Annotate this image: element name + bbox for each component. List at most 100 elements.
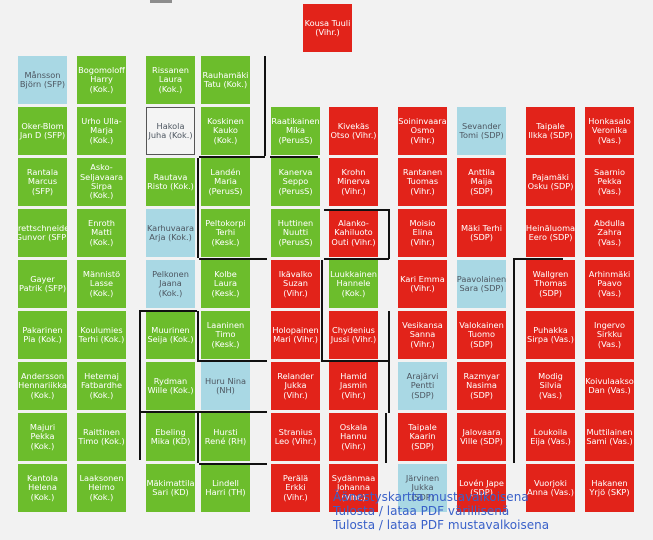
- seat-2-4[interactable]: Pelkonen Jaana (Kok.): [146, 260, 195, 308]
- seat-8-5[interactable]: Modig Silvia (Vas.): [526, 362, 575, 410]
- seat-6-1[interactable]: Rantanen Tuomas (Vihr.): [398, 158, 447, 206]
- seat-5-0[interactable]: Kivekäs Otso (Vihr.): [329, 107, 378, 155]
- seat-1-7[interactable]: Raittinen Timo (Kok.): [77, 413, 126, 461]
- seat-3-6[interactable]: Huru Nina (NH): [201, 362, 250, 410]
- seat-9-0[interactable]: Honkasalo Veronika (Vas.): [585, 107, 634, 155]
- seat-2-6[interactable]: Rydman Wille (Kok.): [146, 362, 195, 410]
- seat-9-1[interactable]: Saarnio Pekka (Vas.): [585, 158, 634, 206]
- group-divider: [139, 310, 197, 312]
- seat-chair[interactable]: Kousa Tuuli (Vihr.): [303, 4, 352, 52]
- seat-0-1[interactable]: Oker-Blom Jan D (SFP): [18, 107, 67, 155]
- seat-4-7[interactable]: Perälä Erkki (Vihr.): [271, 464, 320, 512]
- seat-2-0[interactable]: Rissanen Laura (Kok.): [146, 56, 195, 104]
- seat-6-5[interactable]: Arajärvi Pentti (SDP): [398, 362, 447, 410]
- seat-2-3[interactable]: Karhuvaara Arja (Kok.): [146, 209, 195, 257]
- seat-5-2[interactable]: Alanko-Kahiluoto Outi (Vihr.): [329, 209, 378, 257]
- seat-8-0[interactable]: Taipale Ilkka (SDP): [526, 107, 575, 155]
- seat-6-3[interactable]: Kari Emma (Vihr.): [398, 260, 447, 308]
- seat-7-6[interactable]: Jalovaara Ville (SDP): [457, 413, 506, 461]
- seat-4-0[interactable]: Raatikainen Mika (PerusS): [271, 107, 320, 155]
- group-divider: [139, 310, 141, 460]
- seat-4-5[interactable]: Relander Jukka (Vihr.): [271, 362, 320, 410]
- seat-1-2[interactable]: Asko-Seljavaara Sirpa (Kok.): [77, 158, 126, 206]
- seat-0-2[interactable]: Rantala Marcus (SFP): [18, 158, 67, 206]
- seat-3-1[interactable]: Koskinen Kauko (Kok.): [201, 107, 250, 155]
- seat-8-7[interactable]: Vuorjoki Anna (Vas.): [526, 464, 575, 512]
- seat-8-6[interactable]: Loukoila Eija (Vas.): [526, 413, 575, 461]
- seat-4-1[interactable]: Kanerva Seppo (PerusS): [271, 158, 320, 206]
- seat-7-1[interactable]: Anttila Maija (SDP): [457, 158, 506, 206]
- seat-6-4[interactable]: Vesikansa Sanna (Vihr.): [398, 311, 447, 359]
- group-divider: [513, 258, 563, 260]
- seat-1-3[interactable]: Enroth Matti (Kok.): [77, 209, 126, 257]
- seat-1-6[interactable]: Hetemaj Fatbardhe (Kok.): [77, 362, 126, 410]
- seat-1-1[interactable]: Urho Ulla-Marja (Kok.): [77, 107, 126, 155]
- seat-1-5[interactable]: Koulumies Terhi (Kok.): [77, 311, 126, 359]
- seat-2-2[interactable]: Rautava Risto (Kok.): [146, 158, 195, 206]
- seat-4-4[interactable]: Holopainen Mari (Vihr.): [271, 311, 320, 359]
- seat-7-2[interactable]: Mäki Terhi (SDP): [457, 209, 506, 257]
- seat-3-5[interactable]: Laaninen Timo (Kesk.): [201, 311, 250, 359]
- seat-0-8[interactable]: Kantola Helena (Kok.): [18, 464, 67, 512]
- seat-9-5[interactable]: Koivulaakso Dan (Vas.): [585, 362, 634, 410]
- seat-9-4[interactable]: Ingervo Sirkku (Vas.): [585, 311, 634, 359]
- seat-8-1[interactable]: Pajamäki Osku (SDP): [526, 158, 575, 206]
- seat-2-5[interactable]: Muurinen Seija (Kok.): [146, 311, 195, 359]
- group-divider: [513, 260, 515, 463]
- seat-0-6[interactable]: Andersson Hennariikka (Kok.): [18, 362, 67, 410]
- seat-7-4[interactable]: Valokainen Tuomo (SDP): [457, 311, 506, 359]
- group-divider: [197, 158, 199, 258]
- seat-3-2[interactable]: Landén Maria (PerusS): [201, 158, 250, 206]
- seat-8-3[interactable]: Wallgren Thomas (SDP): [526, 260, 575, 308]
- group-divider: [388, 209, 390, 259]
- group-divider: [321, 260, 323, 362]
- seat-7-3[interactable]: Paavolainen Sara (SDP): [457, 260, 506, 308]
- seat-5-1[interactable]: Krohn Minerva (Vihr.): [329, 158, 378, 206]
- seat-1-0[interactable]: Bogomoloff Harry (Kok.): [77, 56, 126, 104]
- print-bw-pdf-link[interactable]: Tulosta / lataa PDF mustavalkoisena: [333, 518, 550, 532]
- seat-9-2[interactable]: Abdulla Zahra (Vas.): [585, 209, 634, 257]
- seat-3-0[interactable]: Rauhamäki Tatu (Kok.): [201, 56, 250, 104]
- print-color-pdf-link[interactable]: Tulosta / lataa PDF värillisenä: [333, 504, 510, 518]
- seat-9-6[interactable]: Muttilainen Sami (Vas.): [585, 413, 634, 461]
- bw-map-link[interactable]: Äänestyskartta mustavalkoisena: [333, 490, 529, 504]
- seat-4-6[interactable]: Stranius Leo (Vihr.): [271, 413, 320, 461]
- seat-9-3[interactable]: Arhinmäki Paavo (Vas.): [585, 260, 634, 308]
- seat-0-0[interactable]: Månsson Björn (SFP): [18, 56, 67, 104]
- seat-0-4[interactable]: Gayer Patrik (SFP): [18, 260, 67, 308]
- seat-6-6[interactable]: Taipale Kaarin (SDP): [398, 413, 447, 461]
- seat-3-4[interactable]: Kolbe Laura (Kesk.): [201, 260, 250, 308]
- seat-6-0[interactable]: Soininvaara Osmo (Vihr.): [398, 107, 447, 155]
- group-divider: [321, 360, 388, 362]
- group-divider: [197, 311, 199, 361]
- seat-4-3[interactable]: Ikävalko Suzan (Vihr.): [271, 260, 320, 308]
- seat-5-7[interactable]: Sydänmaa Johanna (Vihr.): [329, 464, 378, 512]
- seat-2-7[interactable]: Ebeling Mika (KD): [146, 413, 195, 461]
- seat-3-7[interactable]: Hursti René (RH): [201, 413, 250, 461]
- seat-7-0[interactable]: Sevander Tomi (SDP): [457, 107, 506, 155]
- seat-0-5[interactable]: Pakarinen Pia (Kok.): [18, 311, 67, 359]
- group-divider: [199, 258, 267, 260]
- seat-5-6[interactable]: Oskala Hannu (Vihr.): [329, 413, 378, 461]
- seat-0-7[interactable]: Majuri Pekka (Kok.): [18, 413, 67, 461]
- seat-8-4[interactable]: Puhakka Sirpa (Vas.): [526, 311, 575, 359]
- seat-0-3[interactable]: Brettschneider Gunvor (SFP): [18, 209, 67, 257]
- seat-3-8[interactable]: Lindell Harri (TH): [201, 464, 250, 512]
- seat-1-4[interactable]: Männistö Lasse (Kok.): [77, 260, 126, 308]
- group-divider: [385, 413, 387, 463]
- seat-8-2[interactable]: Heinäluoma Eero (SDP): [526, 209, 575, 257]
- seat-6-7[interactable]: Järvinen Jukka (SDP): [398, 464, 447, 512]
- seat-6-2[interactable]: Moisio Elina (Vihr.): [398, 209, 447, 257]
- seat-9-7[interactable]: Hakanen Yrjö (SKP): [585, 464, 634, 512]
- top-accent-line: [150, 0, 172, 3]
- seat-7-7[interactable]: Lovén Jape (SDP): [457, 464, 506, 512]
- seat-2-8[interactable]: Mäkimattila Sari (KD): [146, 464, 195, 512]
- seat-7-5[interactable]: Razmyar Nasima (SDP): [457, 362, 506, 410]
- seat-1-8[interactable]: Laaksonen Heimo (Kok.): [77, 464, 126, 512]
- seat-5-4[interactable]: Chydenius Jussi (Vihr.): [329, 311, 378, 359]
- seat-5-3[interactable]: Luukkainen Hannele (Kok.): [329, 260, 378, 308]
- seat-3-3[interactable]: Peltokorpi Terhi (Kesk.): [201, 209, 250, 257]
- seat-2-1[interactable]: Hakola Juha (Kok.): [146, 107, 195, 155]
- seat-4-2[interactable]: Huttinen Nuutti (PerusS): [271, 209, 320, 257]
- seat-5-5[interactable]: Hamid Jasmin (Vihr.): [329, 362, 378, 410]
